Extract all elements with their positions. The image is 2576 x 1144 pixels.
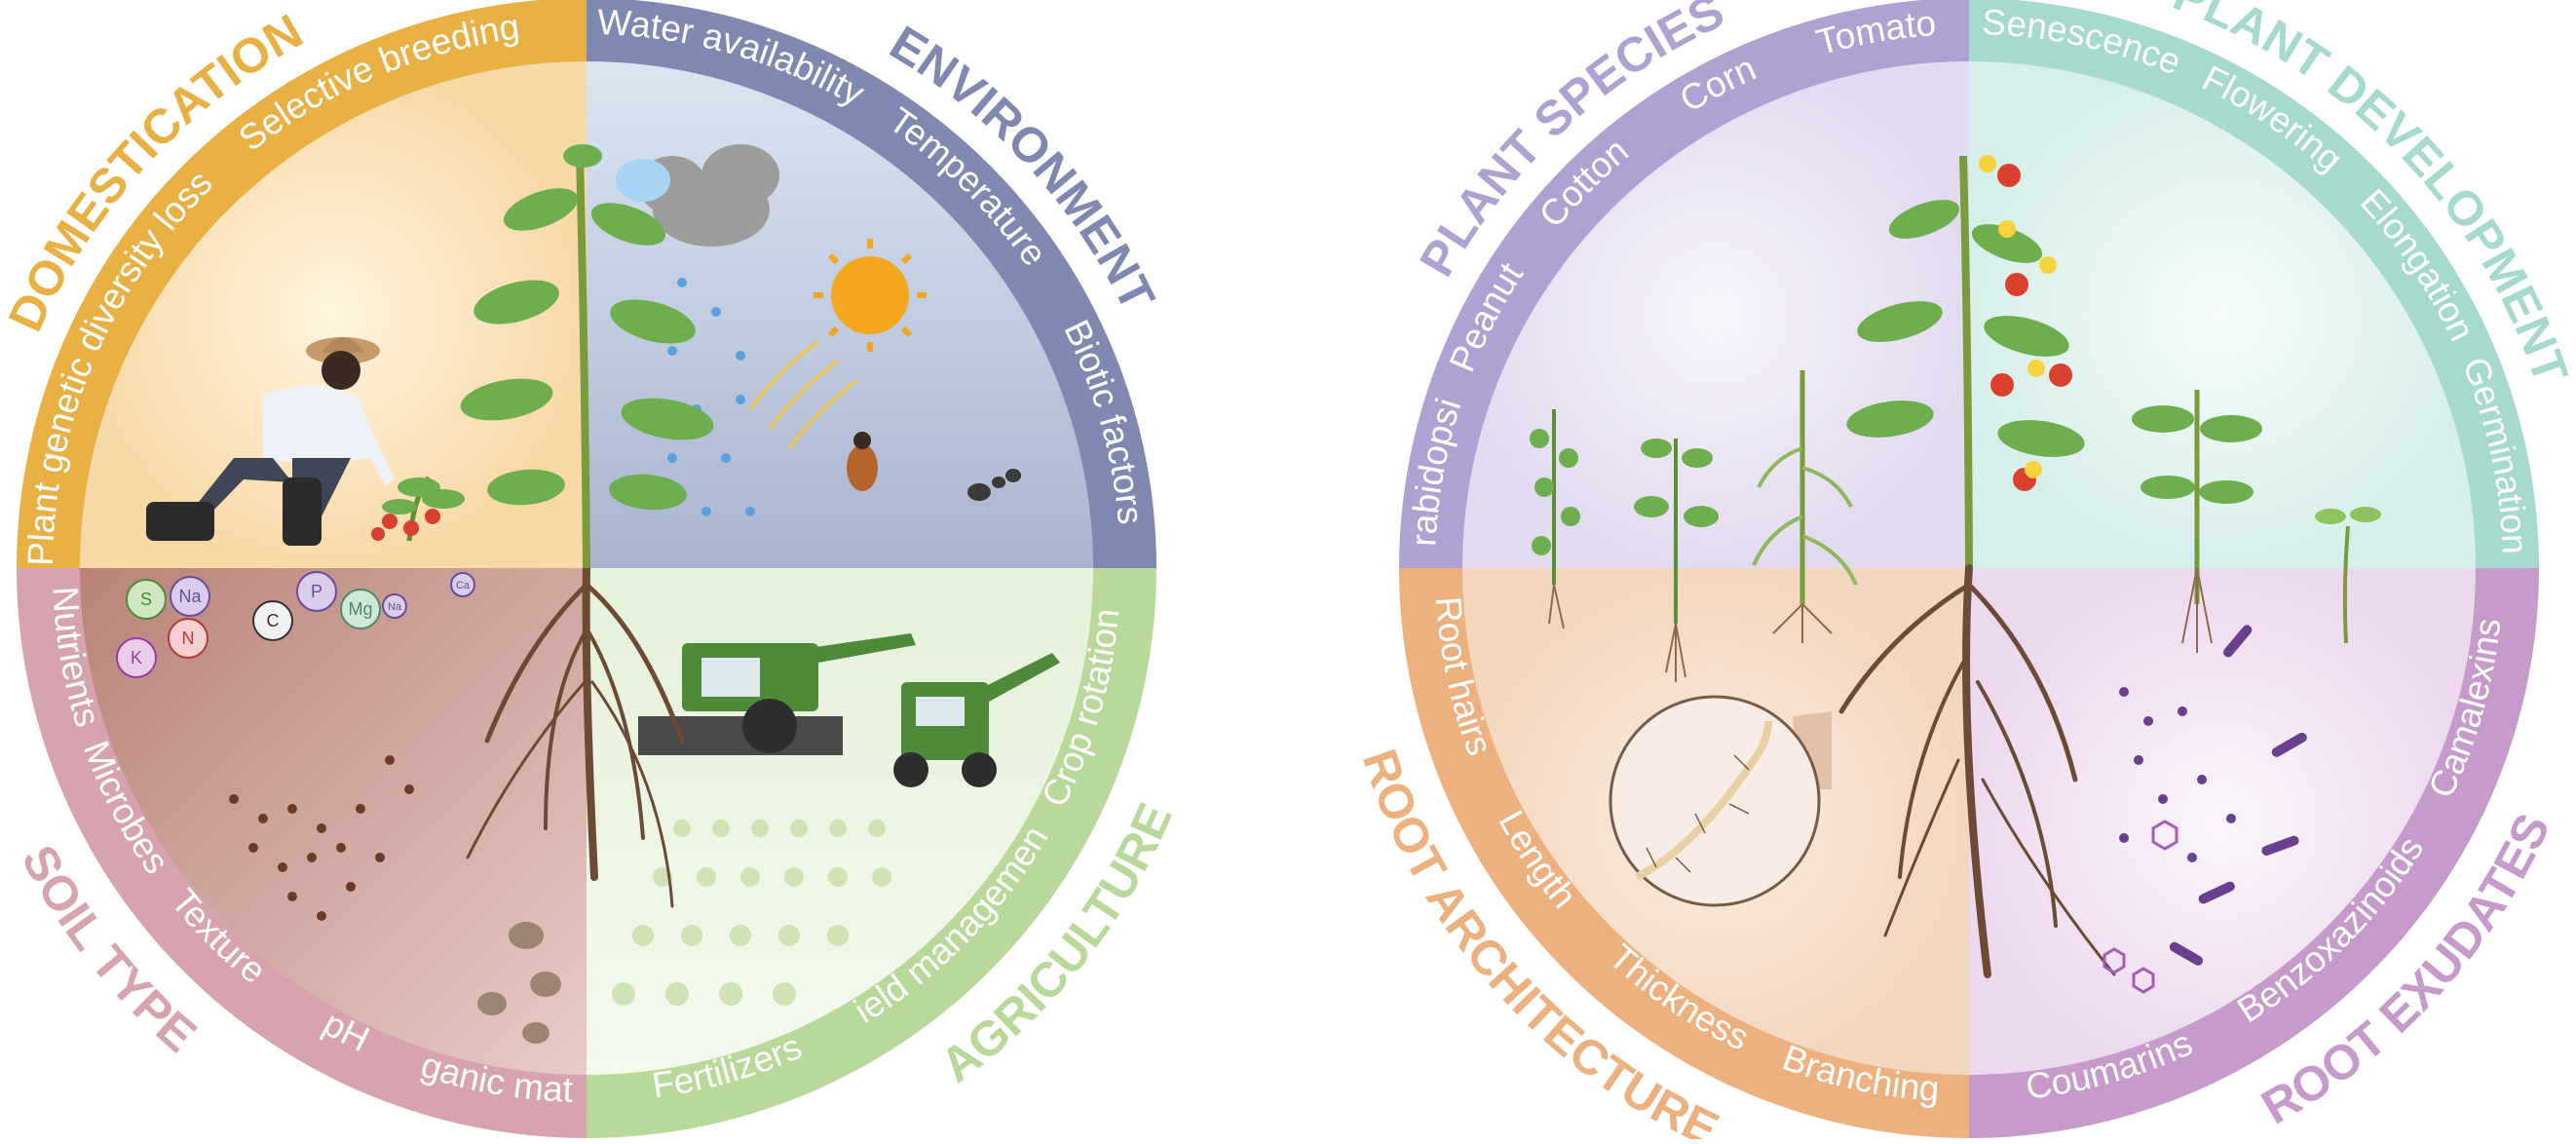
exudate-bacteria-icons: [2169, 625, 2307, 966]
nutrient-badge: N: [168, 618, 208, 659]
flowering-tomato-plant-icon: [1846, 155, 2085, 569]
sun-icon: [814, 239, 927, 352]
nutrient-badge: Na: [382, 593, 407, 619]
domestication-interior: [80, 61, 587, 568]
root-exudates-quadrant: [1969, 568, 2539, 1138]
nutrient-symbol: Na: [388, 601, 402, 613]
heat-waves-icon: [748, 339, 858, 449]
plant-species-quadrant: [1399, 0, 1969, 568]
architecture-roots: [1838, 564, 2116, 978]
tractor-icon: [893, 653, 1060, 787]
tomato-seedling-illustration: [371, 476, 465, 542]
nutrient-badge: S: [126, 579, 167, 620]
beetle-icon: [847, 432, 878, 491]
nutrient-symbol: Ca: [456, 580, 471, 591]
crop-rows: [612, 820, 891, 1006]
nutrient-badge: Na: [170, 576, 210, 617]
root-exudates-interior: [1969, 568, 2476, 1075]
plant-species-interior: [1462, 61, 1969, 568]
plant-development-interior: [1969, 61, 2476, 568]
domestication-quadrant: [17, 0, 587, 568]
left-wheel: S Na P Na Ca N C Mg K: [0, 0, 1183, 1138]
organic-matter-pebbles: [477, 922, 561, 1044]
rain-drops-icon: [667, 278, 755, 516]
soil-type-interior: [80, 568, 587, 1075]
soil-particles: [229, 755, 414, 921]
corn-plant-icon: [1752, 370, 1858, 604]
combine-harvester-icon: [638, 633, 916, 755]
nutrient-symbol: Na: [178, 587, 202, 606]
seedling-icon: [2315, 507, 2381, 644]
nutrient-badge: P: [296, 571, 337, 612]
nutrient-badge: K: [116, 637, 157, 678]
exudate-molecule-dots: [2119, 687, 2236, 862]
nutrient-badge: Ca: [450, 572, 475, 597]
species-roots: [1548, 584, 1833, 682]
plant-development-quadrant: [1969, 0, 2539, 568]
arabidopsis-plant-icon: [1530, 409, 1580, 585]
nutrient-symbols: S Na P Na Ca N C Mg K: [116, 571, 475, 678]
farmer-illustration: [146, 337, 395, 546]
root-hair-magnifier: [1609, 695, 1832, 907]
nutrient-symbol: Mg: [348, 599, 372, 619]
nutrient-symbol: P: [311, 582, 322, 601]
agriculture-quadrant: [587, 568, 1156, 1138]
elongating-plant-icon: [2132, 390, 2262, 653]
central-plant-roots: [466, 564, 685, 908]
peanut-plant-icon: [1634, 439, 1719, 624]
nutrient-symbol: K: [131, 648, 142, 667]
chemical-structure-icons: [2102, 820, 2178, 994]
nutrient-symbol: S: [140, 590, 152, 609]
cloud-icon: [616, 144, 779, 247]
nutrient-badge: C: [252, 600, 293, 641]
nutrient-badge: Mg: [340, 589, 381, 629]
central-plant-shoot: [460, 144, 714, 569]
soil-type-quadrant: [17, 568, 587, 1138]
nutrient-symbol: N: [182, 629, 195, 648]
nutrient-symbol: C: [267, 611, 280, 630]
ant-icon: [967, 469, 1021, 501]
